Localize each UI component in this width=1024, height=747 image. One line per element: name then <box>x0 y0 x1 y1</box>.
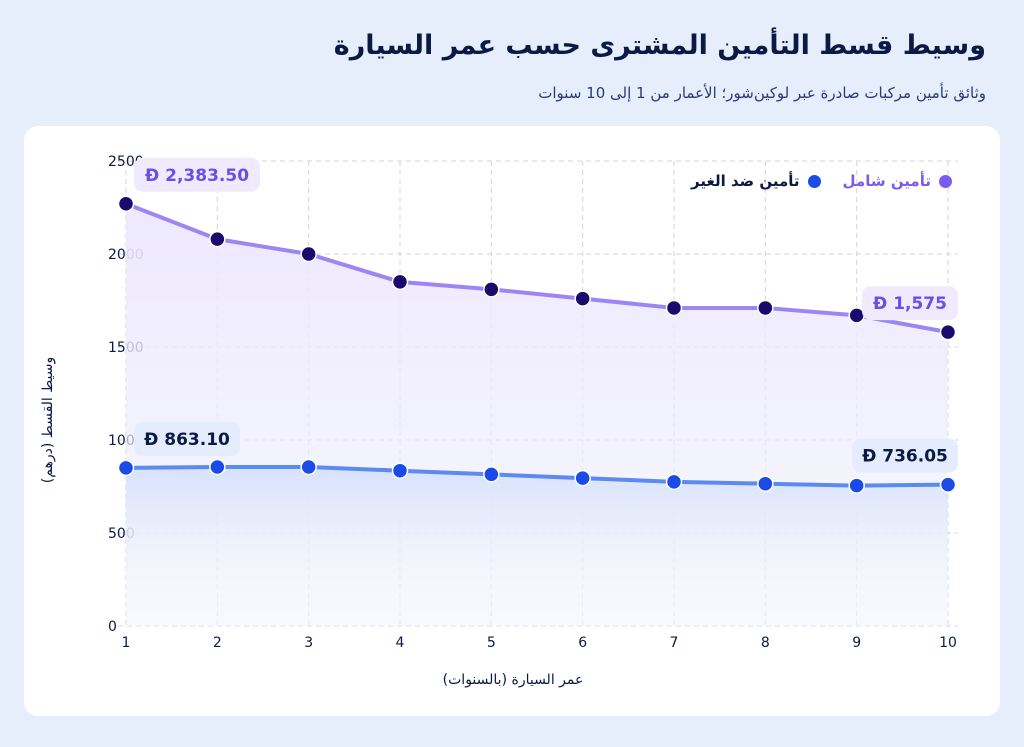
annotation-label: Đ 1,575 <box>862 286 958 321</box>
y-axis-label: وسيط القسط (درهم) <box>40 356 56 484</box>
series-line-comprehensive <box>124 201 950 335</box>
chart-legend: تأمين شامل تأمين ضد الغير <box>691 172 952 190</box>
annotation-text: Đ 863.10 <box>144 430 230 450</box>
annotation-label: Đ 2,383.50 <box>134 157 260 192</box>
annotation-background <box>852 438 958 473</box>
area-layer <box>126 203 948 626</box>
data-point-third-party <box>391 462 409 479</box>
data-point-third-party <box>117 459 135 477</box>
series-line-third-party <box>124 464 950 488</box>
annotation-background <box>134 157 260 192</box>
x-tick-label: 8 <box>761 635 770 651</box>
legend-label-comprehensive: تأمين شامل <box>842 172 931 190</box>
legend-item-comprehensive: تأمين شامل <box>843 172 952 190</box>
data-point-third-party <box>300 458 317 476</box>
x-tick-label: 7 <box>670 635 679 651</box>
line-layer <box>124 201 950 488</box>
x-axis-label: عمر السيارة (بالسنوات) <box>442 672 584 688</box>
x-tick-label: 5 <box>487 635 496 651</box>
data-point-third-party <box>209 458 226 476</box>
data-point-third-party <box>939 476 957 493</box>
legend-label-third-party: تأمين ضد الغير <box>691 172 800 190</box>
data-point-comprehensive <box>848 307 865 324</box>
legend-dot-third-party <box>807 174 821 188</box>
data-point-third-party <box>574 469 591 487</box>
annotation-text: Đ 2,383.50 <box>145 166 249 186</box>
data-point-comprehensive <box>574 290 591 307</box>
annotation-label: Đ 863.10 <box>134 421 240 456</box>
data-point-comprehensive <box>117 195 135 213</box>
x-tick-label: 1 <box>122 635 131 651</box>
point-layer <box>117 195 957 494</box>
page-title: وسيط قسط التأمين المشترى حسب عمر السيارة <box>333 30 986 61</box>
annotation-text: Đ 1,575 <box>873 294 947 314</box>
area-third-party <box>126 466 948 626</box>
legend-dot-comprehensive <box>939 174 952 188</box>
page-subtitle: وثائق تأمين مركبات صادرة عبر لوكين‌شور؛ … <box>538 84 986 102</box>
x-tick-label: 9 <box>852 635 861 651</box>
x-tick-label: 2 <box>213 635 222 651</box>
data-point-comprehensive <box>483 281 500 298</box>
data-point-third-party <box>665 473 683 491</box>
data-point-comprehensive <box>757 299 774 317</box>
data-point-third-party <box>848 477 865 494</box>
data-point-third-party <box>483 466 500 483</box>
x-tick-label: 3 <box>304 635 313 651</box>
data-point-comprehensive <box>209 230 226 248</box>
legend-item-third-party: تأمين ضد الغير <box>691 172 821 190</box>
annotation-background <box>134 421 240 456</box>
data-point-comprehensive <box>391 273 409 291</box>
data-point-comprehensive <box>665 299 683 317</box>
annotation-background <box>862 286 958 321</box>
y-tick-label: 0 <box>108 619 117 635</box>
x-tick-label: 4 <box>396 635 405 651</box>
annotation-label: Đ 736.05 <box>852 438 958 473</box>
data-point-comprehensive <box>300 245 317 263</box>
annotation-layer: Đ 2,383.50 Đ 1,575 Đ 863.10 Đ 736.05 <box>134 157 958 473</box>
annotation-text: Đ 736.05 <box>862 447 948 467</box>
x-tick-label: 10 <box>939 635 957 651</box>
data-point-comprehensive <box>939 323 957 341</box>
x-tick-label: 6 <box>578 635 587 651</box>
data-point-third-party <box>757 475 774 492</box>
